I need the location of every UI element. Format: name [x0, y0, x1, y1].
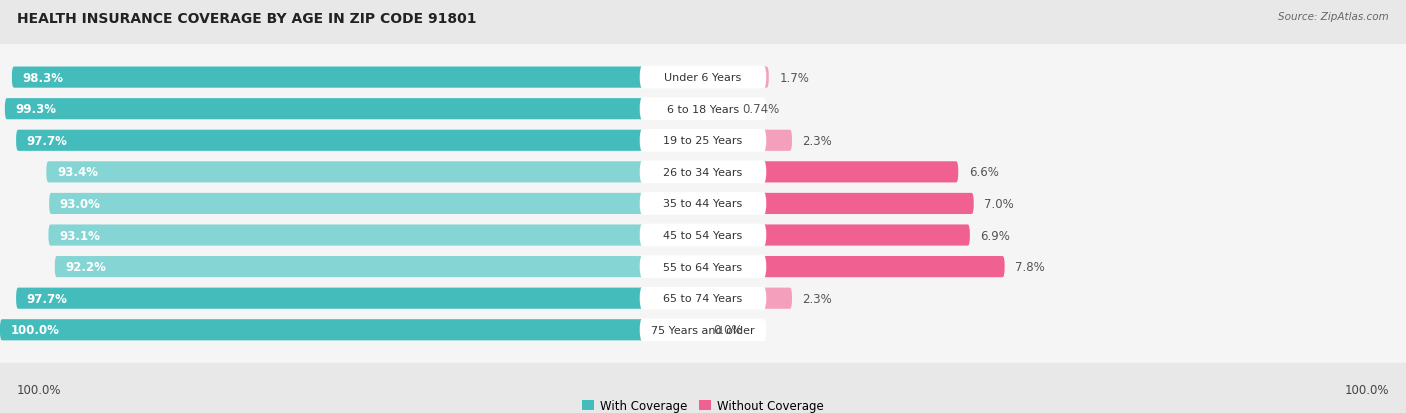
FancyBboxPatch shape: [0, 297, 1406, 363]
FancyBboxPatch shape: [703, 99, 731, 120]
FancyBboxPatch shape: [640, 224, 766, 247]
Text: 2.3%: 2.3%: [803, 292, 832, 305]
Text: 6.9%: 6.9%: [980, 229, 1010, 242]
FancyBboxPatch shape: [703, 225, 970, 246]
Text: 93.0%: 93.0%: [59, 197, 101, 211]
FancyBboxPatch shape: [640, 130, 766, 152]
FancyBboxPatch shape: [49, 193, 703, 214]
FancyBboxPatch shape: [640, 161, 766, 184]
Text: 100.0%: 100.0%: [11, 323, 59, 337]
Text: 6.6%: 6.6%: [969, 166, 998, 179]
FancyBboxPatch shape: [48, 225, 703, 246]
Text: 93.1%: 93.1%: [59, 229, 100, 242]
Text: 26 to 34 Years: 26 to 34 Years: [664, 167, 742, 178]
Text: 100.0%: 100.0%: [17, 384, 62, 396]
Text: 98.3%: 98.3%: [22, 71, 63, 84]
Text: Under 6 Years: Under 6 Years: [665, 73, 741, 83]
FancyBboxPatch shape: [0, 234, 1406, 300]
FancyBboxPatch shape: [703, 131, 792, 152]
Text: 2.3%: 2.3%: [803, 135, 832, 147]
Text: 7.0%: 7.0%: [984, 197, 1014, 211]
FancyBboxPatch shape: [703, 256, 1005, 278]
FancyBboxPatch shape: [640, 319, 766, 341]
Text: 65 to 74 Years: 65 to 74 Years: [664, 294, 742, 304]
FancyBboxPatch shape: [0, 266, 1406, 331]
Text: 97.7%: 97.7%: [27, 135, 67, 147]
Text: 75 Years and older: 75 Years and older: [651, 325, 755, 335]
FancyBboxPatch shape: [11, 67, 703, 88]
FancyBboxPatch shape: [0, 171, 1406, 237]
Text: 45 to 54 Years: 45 to 54 Years: [664, 230, 742, 240]
Text: 55 to 64 Years: 55 to 64 Years: [664, 262, 742, 272]
FancyBboxPatch shape: [4, 99, 703, 120]
FancyBboxPatch shape: [15, 131, 703, 152]
Text: 92.2%: 92.2%: [65, 261, 107, 273]
FancyBboxPatch shape: [55, 256, 703, 278]
Text: 6 to 18 Years: 6 to 18 Years: [666, 104, 740, 114]
FancyBboxPatch shape: [640, 98, 766, 121]
FancyBboxPatch shape: [640, 256, 766, 278]
FancyBboxPatch shape: [703, 67, 769, 88]
FancyBboxPatch shape: [0, 202, 1406, 268]
FancyBboxPatch shape: [703, 193, 974, 214]
FancyBboxPatch shape: [0, 76, 1406, 142]
FancyBboxPatch shape: [640, 192, 766, 215]
Text: 0.74%: 0.74%: [742, 103, 779, 116]
FancyBboxPatch shape: [46, 162, 703, 183]
Text: 35 to 44 Years: 35 to 44 Years: [664, 199, 742, 209]
Legend: With Coverage, Without Coverage: With Coverage, Without Coverage: [578, 394, 828, 413]
Text: 93.4%: 93.4%: [56, 166, 98, 179]
FancyBboxPatch shape: [640, 287, 766, 310]
FancyBboxPatch shape: [0, 319, 703, 341]
FancyBboxPatch shape: [703, 288, 792, 309]
FancyBboxPatch shape: [640, 66, 766, 89]
Text: HEALTH INSURANCE COVERAGE BY AGE IN ZIP CODE 91801: HEALTH INSURANCE COVERAGE BY AGE IN ZIP …: [17, 12, 477, 26]
Text: 100.0%: 100.0%: [1344, 384, 1389, 396]
FancyBboxPatch shape: [703, 162, 959, 183]
Text: 19 to 25 Years: 19 to 25 Years: [664, 136, 742, 146]
FancyBboxPatch shape: [0, 45, 1406, 111]
Text: 97.7%: 97.7%: [27, 292, 67, 305]
Text: 7.8%: 7.8%: [1015, 261, 1045, 273]
FancyBboxPatch shape: [0, 108, 1406, 174]
FancyBboxPatch shape: [0, 140, 1406, 205]
Text: Source: ZipAtlas.com: Source: ZipAtlas.com: [1278, 12, 1389, 22]
FancyBboxPatch shape: [15, 288, 703, 309]
Text: 99.3%: 99.3%: [15, 103, 56, 116]
Text: 0.0%: 0.0%: [714, 323, 744, 337]
Text: 1.7%: 1.7%: [779, 71, 808, 84]
